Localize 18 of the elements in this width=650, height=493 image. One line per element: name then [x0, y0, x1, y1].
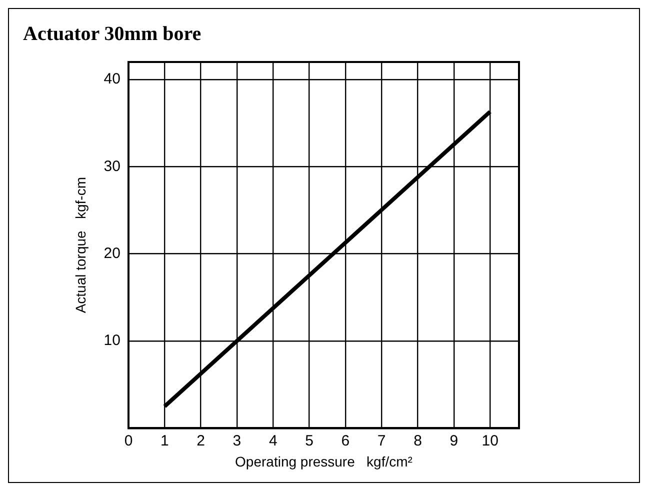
y-tick-label: 10: [104, 332, 120, 350]
y-axis-title: Actual torque kgf-cm: [72, 177, 88, 314]
x-axis-title: Operating pressure kgf/cm²: [235, 453, 413, 470]
x-tick-label: 1: [160, 432, 169, 450]
chart-title: Actuator 30mm bore: [22, 22, 202, 45]
x-tick-label: 3: [232, 432, 242, 450]
x-tick-label: 7: [377, 432, 386, 450]
y-tick-label: 30: [104, 158, 120, 175]
x-tick-label: 9: [450, 432, 458, 450]
y-tick-label: 40: [104, 70, 120, 88]
y-tick-label: 20: [104, 244, 120, 262]
x-tick-label: 0: [124, 432, 133, 450]
x-tick-label: 4: [268, 432, 278, 450]
x-tick-label: 6: [341, 432, 350, 450]
x-tick-label: 2: [196, 432, 205, 450]
x-tick-label: 8: [414, 432, 422, 450]
x-tick-label: 10: [482, 432, 498, 450]
x-tick-label: 5: [305, 432, 314, 450]
